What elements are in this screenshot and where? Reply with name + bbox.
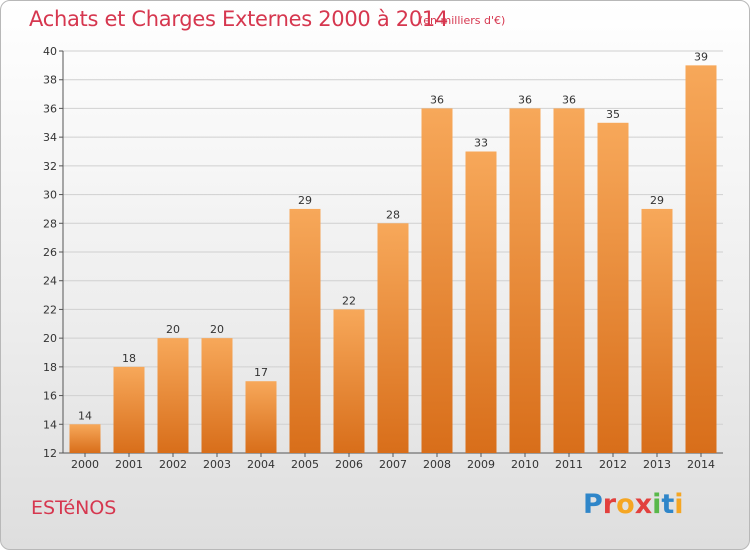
logo-letter: i xyxy=(652,489,662,520)
data-label-2013: 29 xyxy=(650,194,664,207)
y-tick-label: 28 xyxy=(43,217,57,230)
y-tick-label: 32 xyxy=(43,160,57,173)
x-tick-label-2001: 2001 xyxy=(115,458,143,471)
logo-letter: P xyxy=(583,489,603,520)
y-tick-label: 12 xyxy=(43,447,57,460)
x-tick-label-2009: 2009 xyxy=(467,458,495,471)
bar-2014 xyxy=(685,65,717,453)
data-label-2008: 36 xyxy=(430,93,444,106)
bar-2000 xyxy=(69,424,101,453)
logo-letter: i xyxy=(674,489,684,520)
data-label-2005: 29 xyxy=(298,194,312,207)
y-tick-label: 30 xyxy=(43,189,57,202)
data-label-2011: 36 xyxy=(562,93,576,106)
y-tick-label: 26 xyxy=(43,246,57,259)
y-tick-label: 18 xyxy=(43,361,57,374)
y-tick-label: 14 xyxy=(43,418,57,431)
bar-2001 xyxy=(113,366,145,453)
y-tick-label: 22 xyxy=(43,303,57,316)
bar-2010 xyxy=(509,108,541,453)
data-label-2004: 17 xyxy=(254,366,268,379)
y-tick-label: 38 xyxy=(43,74,57,87)
y-tick-label: 20 xyxy=(43,332,57,345)
bar-2012 xyxy=(597,122,629,454)
proxiti-logo[interactable]: Proxiti xyxy=(583,489,684,520)
bar-2011 xyxy=(553,108,585,453)
labels: 12 14 16 18 20 22 24 26 28 30 32 34 36 38 40 14 2000 18 20… xyxy=(43,45,715,471)
bar-2006 xyxy=(333,309,365,453)
bar-2009 xyxy=(465,151,497,453)
logo-letter: r xyxy=(602,489,617,520)
bar-2005 xyxy=(289,208,321,453)
data-label-2014: 39 xyxy=(694,50,708,63)
x-tick-label-2003: 2003 xyxy=(203,458,231,471)
logo-letter: o xyxy=(616,489,635,520)
data-label-2012: 35 xyxy=(606,108,620,121)
x-tick-label-2010: 2010 xyxy=(511,458,539,471)
bars xyxy=(69,65,717,454)
data-label-2010: 36 xyxy=(518,93,532,106)
town-name: ESTéNOS xyxy=(31,497,117,519)
x-tick-label-2002: 2002 xyxy=(159,458,187,471)
x-tick-label-2000: 2000 xyxy=(71,458,99,471)
bar-2004 xyxy=(245,381,277,453)
bar-2003 xyxy=(201,338,233,453)
y-tick-label: 24 xyxy=(43,275,57,288)
data-label-2007: 28 xyxy=(386,208,400,221)
x-tick-label-2012: 2012 xyxy=(599,458,627,471)
chart-title: Achats et Charges Externes 2000 à 2014 xyxy=(29,7,449,31)
x-tick-label-2005: 2005 xyxy=(291,458,319,471)
y-tick-label: 34 xyxy=(43,131,57,144)
x-tick-label-2004: 2004 xyxy=(247,458,275,471)
bar-2008 xyxy=(421,108,453,453)
data-label-2000: 14 xyxy=(78,409,92,422)
x-tick-label-2014: 2014 xyxy=(687,458,715,471)
data-label-2001: 18 xyxy=(122,352,136,365)
bar-2002 xyxy=(157,338,189,453)
y-tick-label: 16 xyxy=(43,390,57,403)
y-tick-label: 36 xyxy=(43,102,57,115)
x-tick-label-2008: 2008 xyxy=(423,458,451,471)
bar-2007 xyxy=(377,223,409,453)
chart-subtitle: (en milliers d'€) xyxy=(419,14,506,27)
x-tick-label-2006: 2006 xyxy=(335,458,363,471)
data-label-2003: 20 xyxy=(210,323,224,336)
x-tick-label-2011: 2011 xyxy=(555,458,583,471)
logo-letter: t xyxy=(661,489,675,520)
data-label-2002: 20 xyxy=(166,323,180,336)
y-tick-label: 40 xyxy=(43,45,57,58)
bar-2013 xyxy=(641,208,673,453)
logo-letter: x xyxy=(634,489,653,520)
x-tick-label-2013: 2013 xyxy=(643,458,671,471)
data-label-2009: 33 xyxy=(474,137,488,150)
data-label-2006: 22 xyxy=(342,294,356,307)
x-tick-label-2007: 2007 xyxy=(379,458,407,471)
